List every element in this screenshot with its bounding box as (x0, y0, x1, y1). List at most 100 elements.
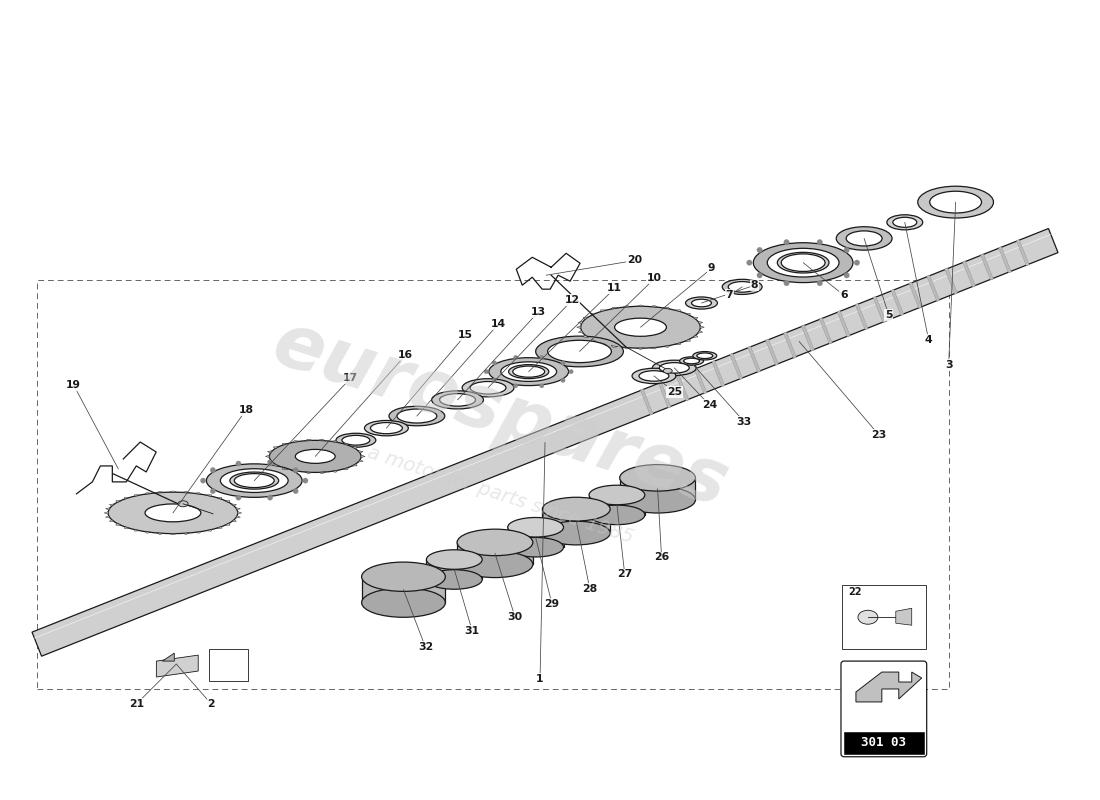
Text: 33: 33 (737, 417, 752, 427)
Text: 5: 5 (886, 310, 892, 320)
Text: 8: 8 (750, 280, 758, 290)
Text: 16: 16 (398, 350, 414, 360)
Polygon shape (206, 530, 212, 531)
Polygon shape (693, 317, 698, 319)
Polygon shape (206, 494, 212, 496)
Ellipse shape (108, 492, 238, 534)
Polygon shape (674, 310, 681, 312)
Ellipse shape (508, 518, 563, 537)
Polygon shape (145, 493, 152, 494)
Polygon shape (766, 339, 779, 366)
Polygon shape (891, 290, 904, 316)
Polygon shape (676, 374, 689, 401)
Ellipse shape (389, 406, 444, 426)
Circle shape (757, 273, 762, 278)
Ellipse shape (778, 252, 829, 273)
Ellipse shape (696, 353, 713, 358)
Polygon shape (267, 450, 273, 453)
Polygon shape (820, 318, 833, 344)
Polygon shape (1016, 239, 1030, 266)
Polygon shape (109, 504, 114, 506)
Polygon shape (610, 346, 618, 347)
Ellipse shape (632, 368, 675, 384)
Polygon shape (697, 322, 703, 324)
Text: 31: 31 (464, 626, 480, 636)
Polygon shape (224, 500, 230, 502)
Polygon shape (927, 275, 939, 302)
Polygon shape (104, 512, 108, 514)
Polygon shape (895, 608, 912, 626)
Polygon shape (156, 491, 164, 493)
Text: 12: 12 (564, 295, 580, 306)
Circle shape (210, 489, 216, 494)
Polygon shape (856, 672, 922, 702)
Polygon shape (684, 313, 691, 315)
Ellipse shape (548, 340, 612, 362)
Ellipse shape (488, 358, 569, 386)
Ellipse shape (588, 486, 645, 505)
Ellipse shape (362, 562, 446, 591)
Polygon shape (318, 472, 326, 474)
Circle shape (484, 370, 488, 374)
Ellipse shape (508, 538, 563, 557)
Polygon shape (873, 296, 886, 322)
Text: 9: 9 (707, 263, 715, 274)
Polygon shape (134, 494, 140, 496)
Polygon shape (293, 441, 300, 442)
Polygon shape (542, 509, 610, 533)
Polygon shape (909, 282, 922, 309)
Text: 14: 14 (491, 319, 506, 330)
Text: 2: 2 (208, 699, 214, 709)
Circle shape (784, 239, 790, 245)
Ellipse shape (619, 486, 695, 513)
Polygon shape (182, 533, 189, 534)
Polygon shape (156, 655, 198, 677)
Ellipse shape (207, 464, 302, 498)
Polygon shape (663, 346, 670, 347)
Text: 19: 19 (66, 380, 81, 390)
Polygon shape (342, 467, 348, 470)
Text: 23: 23 (871, 430, 887, 440)
Polygon shape (124, 526, 130, 529)
Ellipse shape (917, 186, 993, 218)
Circle shape (817, 239, 823, 245)
Polygon shape (238, 512, 242, 514)
Ellipse shape (663, 368, 672, 374)
Circle shape (302, 478, 308, 483)
Circle shape (492, 378, 496, 382)
Ellipse shape (588, 505, 645, 525)
Polygon shape (694, 367, 707, 394)
Polygon shape (305, 439, 312, 441)
Polygon shape (224, 523, 230, 526)
Ellipse shape (652, 360, 696, 375)
Polygon shape (508, 527, 563, 547)
Text: 22: 22 (848, 587, 861, 598)
Polygon shape (663, 307, 670, 309)
Text: 13: 13 (530, 307, 546, 318)
Polygon shape (273, 464, 279, 466)
Polygon shape (169, 491, 177, 492)
Polygon shape (195, 493, 201, 494)
Ellipse shape (427, 570, 482, 590)
Ellipse shape (270, 440, 361, 473)
Circle shape (200, 478, 206, 483)
Polygon shape (588, 495, 645, 515)
Text: 21: 21 (129, 699, 144, 709)
Text: a motor for parts since 1985: a motor for parts since 1985 (365, 442, 636, 546)
Polygon shape (267, 459, 273, 462)
Polygon shape (216, 526, 221, 529)
Ellipse shape (220, 469, 288, 493)
Polygon shape (293, 470, 300, 472)
Ellipse shape (145, 504, 201, 522)
Ellipse shape (836, 226, 892, 250)
Text: 18: 18 (239, 405, 254, 415)
Ellipse shape (693, 351, 717, 360)
Ellipse shape (342, 435, 370, 445)
Polygon shape (579, 330, 583, 334)
Polygon shape (358, 459, 363, 462)
Polygon shape (601, 310, 606, 312)
Polygon shape (156, 533, 164, 534)
Circle shape (514, 383, 518, 388)
Polygon shape (583, 317, 588, 319)
Polygon shape (712, 360, 725, 386)
